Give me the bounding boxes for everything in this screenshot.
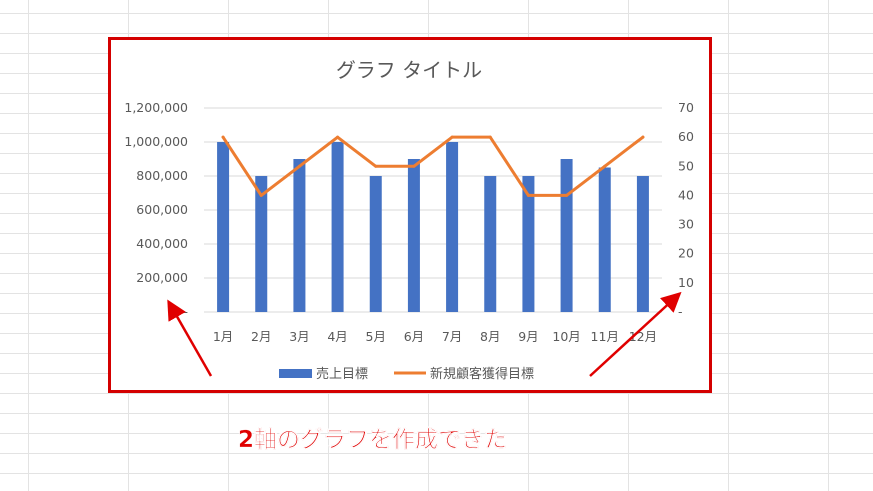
right-tick-label: 50 bbox=[678, 158, 694, 173]
bar[interactable] bbox=[217, 142, 230, 312]
category-label: 9月 bbox=[518, 329, 538, 344]
left-tick-label: 600,000 bbox=[136, 202, 188, 217]
right-tick-label: 70 bbox=[678, 100, 694, 115]
left-tick-label: 1,000,000 bbox=[124, 134, 188, 149]
left-tick-label: 200,000 bbox=[136, 270, 188, 285]
right-tick-label: 40 bbox=[678, 187, 694, 202]
line-point[interactable] bbox=[488, 135, 492, 139]
right-tick-label: 20 bbox=[678, 246, 694, 261]
combo-chart: グラフ タイトル - 200,000 400,000 600,000 800,000 1,… bbox=[124, 58, 694, 382]
right-axis-labels: - 10 20 30 40 50 60 70 bbox=[678, 100, 694, 319]
bar[interactable] bbox=[636, 176, 649, 312]
line-point[interactable] bbox=[603, 164, 607, 168]
right-tick-label: 10 bbox=[678, 275, 694, 290]
legend-label-bar: 売上目標 bbox=[316, 366, 368, 382]
bar[interactable] bbox=[407, 159, 420, 312]
line-point[interactable] bbox=[221, 135, 225, 139]
line-point[interactable] bbox=[297, 164, 301, 168]
bar[interactable] bbox=[369, 176, 382, 312]
left-axis-labels: - 200,000 400,000 600,000 800,000 1,000,000 1,… bbox=[124, 100, 188, 319]
legend-swatch-bar bbox=[279, 369, 312, 378]
bar[interactable] bbox=[446, 142, 459, 312]
category-label: 7月 bbox=[442, 329, 462, 344]
category-label: 2月 bbox=[251, 329, 271, 344]
line-point[interactable] bbox=[526, 193, 530, 197]
bar[interactable] bbox=[560, 159, 573, 312]
left-tick-label: 1,200,000 bbox=[124, 100, 188, 115]
line-path[interactable] bbox=[221, 135, 645, 197]
category-label: 12月 bbox=[629, 329, 657, 344]
left-tick-label: - bbox=[183, 304, 188, 319]
line-point[interactable] bbox=[565, 193, 569, 197]
line-point[interactable] bbox=[336, 135, 340, 139]
gridlines bbox=[204, 107, 662, 313]
legend[interactable]: 売上目標 新規顧客獲得目標 bbox=[279, 366, 534, 382]
category-label: 3月 bbox=[289, 329, 309, 344]
chart-area[interactable]: グラフ タイトル - 200,000 400,000 600,000 800,000 1,… bbox=[108, 37, 712, 393]
right-tick-label: 30 bbox=[678, 217, 694, 232]
line-point[interactable] bbox=[259, 193, 263, 197]
line-point[interactable] bbox=[641, 135, 645, 139]
right-tick-label: 60 bbox=[678, 129, 694, 144]
bar[interactable] bbox=[598, 167, 611, 313]
category-label: 6月 bbox=[404, 329, 424, 344]
category-label: 5月 bbox=[366, 329, 386, 344]
bar[interactable] bbox=[522, 176, 535, 312]
right-tick-label: - bbox=[678, 304, 683, 319]
bar[interactable] bbox=[255, 176, 268, 312]
category-axis-labels: 1月 2月 3月 4月 5月 6月 7月 8月 9月 10月 11月 12月 bbox=[213, 329, 657, 344]
category-label: 4月 bbox=[327, 329, 347, 344]
legend-label-line: 新規顧客獲得目標 bbox=[430, 366, 534, 382]
category-label: 8月 bbox=[480, 329, 500, 344]
bar[interactable] bbox=[484, 176, 497, 312]
bar[interactable] bbox=[331, 142, 344, 312]
line-series[interactable] bbox=[221, 135, 645, 197]
category-label: 10月 bbox=[552, 329, 580, 344]
left-tick-label: 800,000 bbox=[136, 168, 188, 183]
bar[interactable] bbox=[293, 159, 306, 312]
category-label: 1月 bbox=[213, 329, 233, 344]
line-point[interactable] bbox=[450, 135, 454, 139]
line-point[interactable] bbox=[374, 164, 378, 168]
left-tick-label: 400,000 bbox=[136, 236, 188, 251]
line-point[interactable] bbox=[412, 164, 416, 168]
chart-title[interactable]: グラフ タイトル bbox=[336, 58, 482, 82]
bar-series[interactable] bbox=[217, 142, 649, 312]
category-label: 11月 bbox=[591, 329, 619, 344]
caption-text: 2軸のグラフを作成できた bbox=[238, 427, 508, 453]
